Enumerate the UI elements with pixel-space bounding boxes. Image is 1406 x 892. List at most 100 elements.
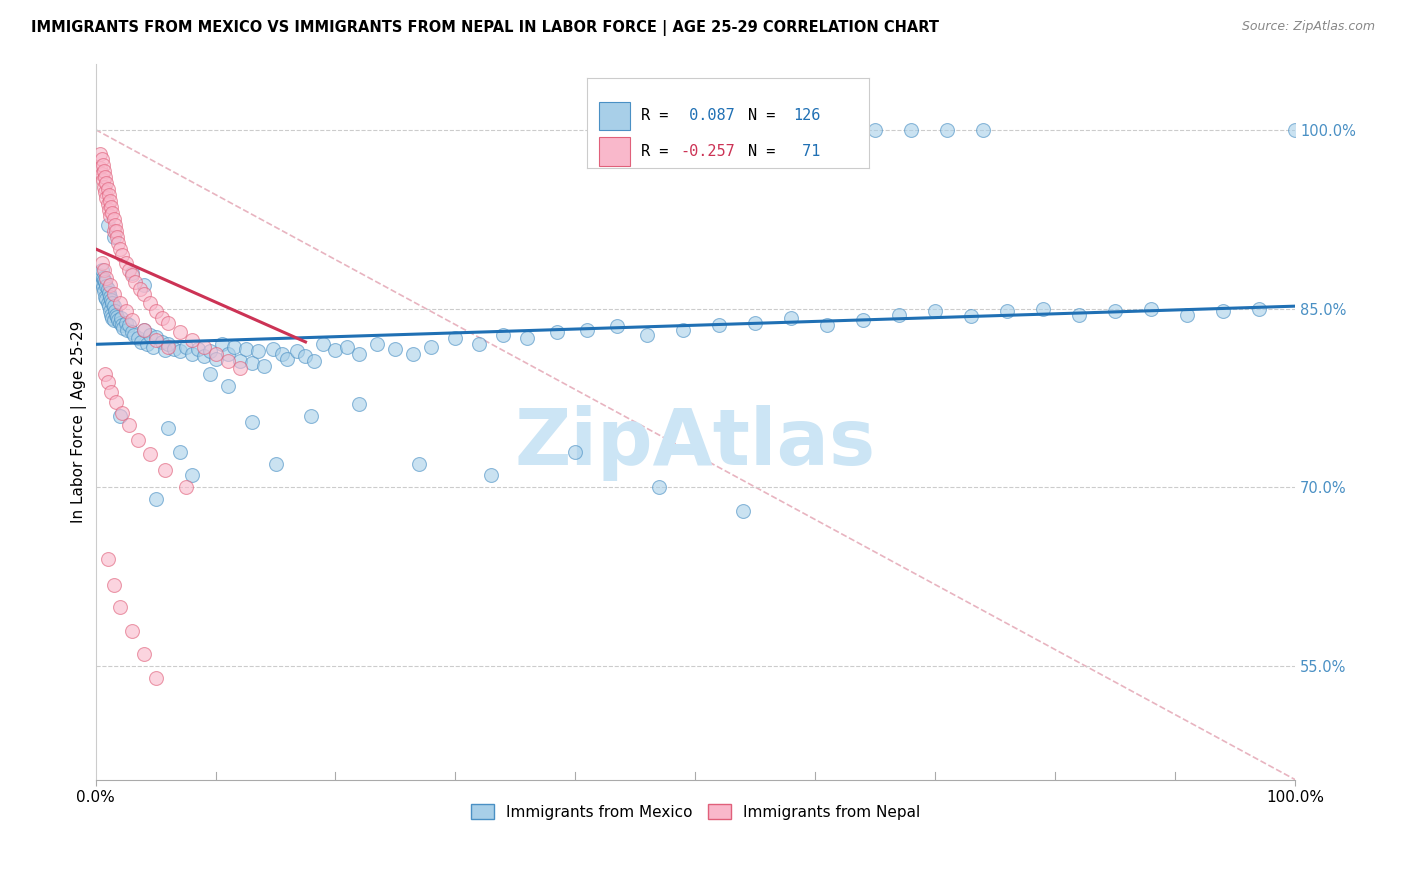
Point (492, 327, 515, 342)
Point (97, 376, 120, 390)
Point (97, 299, 120, 313)
Point (104, 394, 127, 409)
Point (104, 224, 127, 238)
Point (108, 599, 131, 614)
Point (93, 164, 115, 178)
Point (114, 316, 136, 330)
Point (1212, 304, 1234, 318)
Point (204, 351, 226, 366)
Point (384, 342, 406, 356)
Point (103, 212, 125, 227)
Point (960, 309, 983, 323)
Point (1069, 308, 1091, 322)
Point (107, 235, 129, 250)
Point (97, 283, 120, 297)
Point (145, 304, 167, 318)
Point (115, 323, 138, 337)
Point (156, 337, 179, 351)
Point (108, 295, 131, 310)
Point (97, 202, 120, 217)
Point (101, 311, 124, 326)
Point (145, 671, 167, 685)
Point (94, 170, 117, 185)
Point (100, 293, 122, 308)
Point (1284, 122, 1306, 136)
Point (98, 209, 121, 223)
Point (105, 230, 128, 244)
Text: ZipAtlas: ZipAtlas (515, 405, 876, 482)
Point (94, 185, 117, 199)
Point (132, 648, 155, 662)
Point (174, 480, 197, 494)
Point (118, 418, 141, 433)
Point (108, 316, 131, 330)
Point (129, 283, 152, 297)
Point (217, 379, 239, 393)
Point (636, 327, 658, 342)
Point (648, 480, 671, 494)
Point (96, 292, 118, 306)
Point (408, 457, 430, 471)
Point (104, 304, 127, 318)
Point (118, 318, 141, 333)
Point (336, 340, 359, 354)
Point (111, 318, 134, 333)
Point (98, 277, 121, 292)
Point (852, 313, 875, 327)
Point (145, 492, 167, 507)
Point (90, 263, 112, 277)
Y-axis label: In Labor Force | Age 25-29: In Labor Force | Age 25-29 (72, 320, 87, 523)
Point (606, 319, 628, 334)
Point (546, 326, 568, 340)
Point (103, 230, 125, 244)
Point (121, 268, 143, 282)
Point (865, 122, 887, 136)
Point (366, 337, 388, 351)
Point (1104, 304, 1126, 318)
Text: IMMIGRANTS FROM MEXICO VS IMMIGRANTS FROM NEPAL IN LABOR FORCE | AGE 25-29 CORRE: IMMIGRANTS FROM MEXICO VS IMMIGRANTS FRO… (31, 20, 939, 36)
Point (93, 180, 115, 194)
Point (240, 356, 263, 370)
Point (111, 248, 134, 262)
Point (91, 173, 114, 187)
Point (420, 340, 443, 354)
Point (169, 326, 191, 340)
Point (156, 421, 179, 435)
Point (349, 397, 371, 411)
Point (294, 349, 316, 363)
Point (204, 347, 226, 361)
Point (132, 287, 155, 301)
Point (96, 270, 118, 285)
Point (90, 167, 112, 181)
Point (97, 286, 120, 301)
Point (118, 263, 141, 277)
Point (111, 407, 134, 421)
Point (93, 284, 115, 298)
Point (156, 316, 179, 330)
Point (103, 578, 125, 592)
Point (301, 409, 323, 423)
Point (240, 415, 263, 429)
Point (142, 340, 165, 354)
Point (89, 146, 111, 161)
Point (153, 462, 176, 476)
Point (193, 349, 215, 363)
Point (889, 308, 911, 322)
Point (302, 354, 325, 368)
Point (96, 177, 118, 191)
Point (114, 256, 136, 270)
Point (100, 384, 122, 399)
Point (124, 275, 146, 289)
Point (145, 330, 167, 344)
Point (91, 158, 114, 172)
Point (468, 337, 491, 351)
Point (285, 344, 308, 359)
Point (1032, 301, 1054, 316)
Point (114, 304, 136, 318)
Point (900, 122, 922, 136)
Point (276, 351, 298, 366)
Point (169, 344, 191, 359)
Point (93, 263, 115, 277)
Point (132, 323, 155, 337)
Point (96, 191, 118, 205)
